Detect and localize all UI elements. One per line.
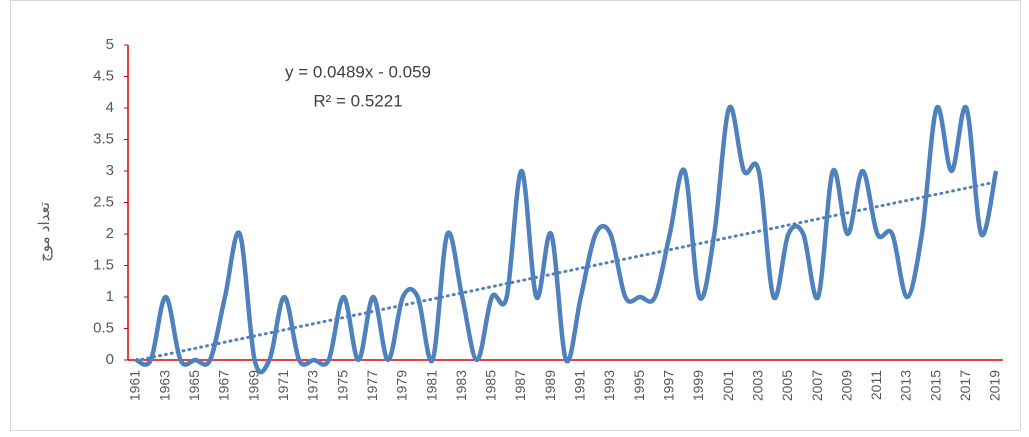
y-tick-label: 1 bbox=[106, 288, 114, 305]
y-tick-label: 0 bbox=[106, 351, 114, 368]
x-tick-label: 1963 bbox=[156, 370, 172, 401]
x-tick-label: 1983 bbox=[453, 370, 469, 401]
y-tick-label: 3.5 bbox=[93, 130, 114, 147]
x-tick-label: 2013 bbox=[898, 370, 914, 401]
x-tick-label: 1981 bbox=[423, 370, 439, 401]
x-tick-label: 2001 bbox=[720, 370, 736, 401]
x-tick-label: 1993 bbox=[601, 370, 617, 401]
x-tick-label: 1991 bbox=[572, 370, 588, 401]
x-tick-label: 1965 bbox=[186, 370, 202, 401]
x-tick-label: 1989 bbox=[542, 370, 558, 401]
x-tick-label: 1999 bbox=[690, 370, 706, 401]
x-tick-label: 1973 bbox=[305, 370, 321, 401]
y-tick-label: 3 bbox=[106, 162, 114, 179]
trend-equation: y = 0.0489x - 0.059 bbox=[285, 62, 431, 81]
x-tick-label: 2005 bbox=[779, 370, 795, 401]
x-tick-label: 1967 bbox=[216, 370, 232, 401]
x-tick-label: 2017 bbox=[957, 370, 973, 401]
y-tick-label: 1.5 bbox=[93, 256, 114, 273]
trend-line bbox=[134, 180, 998, 363]
x-tick-label: 1997 bbox=[660, 370, 676, 401]
x-tick-label: 2015 bbox=[927, 370, 943, 401]
x-tick-label: 2007 bbox=[809, 370, 825, 401]
x-tick-label: 2011 bbox=[868, 370, 884, 400]
y-axis-label: تعداد موج bbox=[36, 202, 53, 262]
y-tick-label: 2 bbox=[106, 225, 114, 242]
x-tick-label: 1987 bbox=[512, 370, 528, 401]
x-tick-label: 1985 bbox=[483, 370, 499, 401]
x-tick-label: 1995 bbox=[631, 370, 647, 401]
x-tick-label: 2003 bbox=[749, 370, 765, 401]
data-line bbox=[135, 104, 999, 375]
y-tick-label: 5 bbox=[106, 36, 114, 53]
x-tick-label: 1971 bbox=[275, 370, 291, 401]
trend-r-squared: R² = 0.5221 bbox=[313, 91, 402, 110]
x-tick-label: 1977 bbox=[364, 370, 380, 401]
x-tick-label: 2019 bbox=[987, 370, 1003, 401]
y-tick-label: 0.5 bbox=[93, 319, 114, 336]
x-tick-label: 2009 bbox=[838, 370, 854, 401]
x-tick-label: 1961 bbox=[127, 370, 143, 401]
x-tick-label: 1975 bbox=[334, 370, 350, 401]
y-tick-label: 4 bbox=[106, 99, 114, 116]
y-tick-label: 4.5 bbox=[93, 67, 114, 84]
x-tick-label: 1969 bbox=[245, 370, 261, 401]
y-tick-label: 2.5 bbox=[93, 193, 114, 210]
x-tick-label: 1979 bbox=[394, 370, 410, 401]
